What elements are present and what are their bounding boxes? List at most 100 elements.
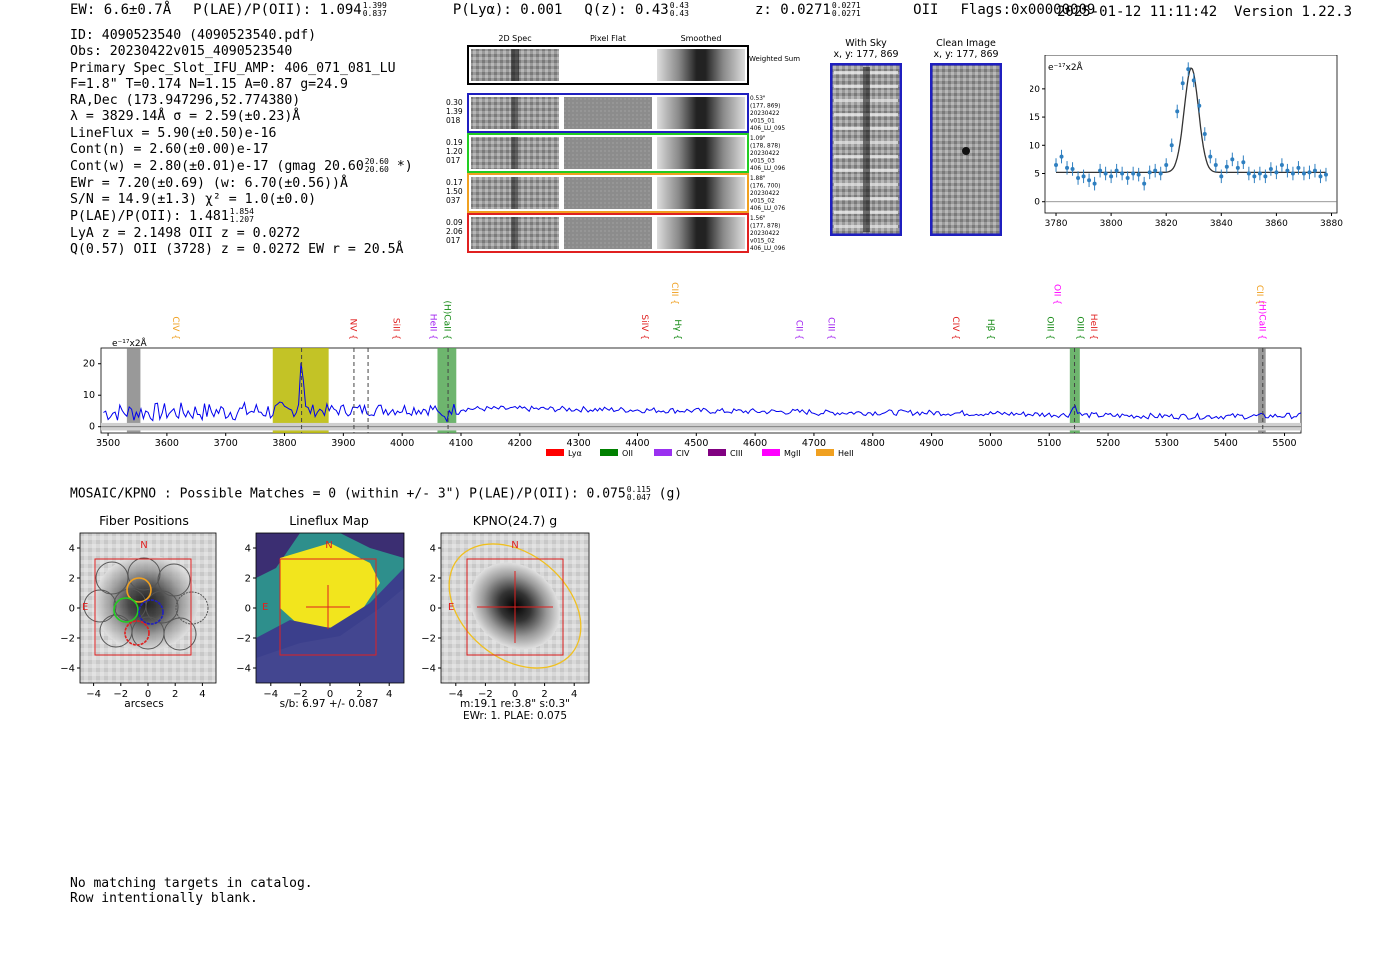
zoom-data-point [1147, 170, 1152, 175]
timestamp: 2025-01-12 11:11:42 [1057, 4, 1218, 20]
panel1-title: Fiber Positions [99, 513, 189, 528]
zoom-ytick-label: 20 [1030, 85, 1040, 95]
lineflux-map-panel: Lineflux Map N E −4 −4 −2 −2 0 0 2 2 4 4 s/b: 6.9… [236, 513, 405, 710]
weighted-smoothed [657, 49, 745, 81]
zoom-data-point [1202, 132, 1207, 136]
zoom-xtick-label: 3860 [1265, 219, 1288, 229]
info-obs: Obs: 20230422v015_4090523540 [70, 44, 293, 60]
zoom-data-point [1070, 166, 1075, 171]
legend-label: MgII [784, 449, 801, 458]
cutout-pixelflat [564, 97, 652, 129]
zoom-data-point [1098, 168, 1103, 173]
zoom-data-point [1301, 171, 1306, 176]
zoom-xtick-label: 3840 [1210, 219, 1233, 229]
zoom-xtick-label: 3800 [1100, 219, 1123, 229]
zoom-data-point [1290, 171, 1295, 176]
spectrum-band [1258, 348, 1266, 433]
spectrum-xtick-label: 3600 [155, 438, 179, 449]
panel1-xlabel: arcsecs [124, 698, 163, 710]
cutout-right-label: 406_LU_096 [750, 246, 785, 252]
legend-swatch [600, 449, 618, 456]
emission-line-label: CIII { [826, 317, 836, 340]
fiber-positions-panel: Fiber Positions N E −4 −4 −2 −2 0 0 2 2 4 4 arcse… [60, 513, 217, 710]
spectrum-ytick-label: 20 [83, 359, 95, 370]
cutout-2dspec-line [511, 177, 518, 209]
cutout-smoothed [657, 177, 745, 209]
spectrum-band [437, 348, 457, 433]
cutout-right-label: 20230422 [750, 151, 780, 157]
info-radec: RA,Dec (173.947296,52.774380) [70, 93, 301, 109]
spectrum-xtick-label: 4800 [861, 438, 885, 449]
panel-ytick-label: 2 [245, 574, 251, 585]
spectrum-ytick-label: 0 [89, 422, 95, 433]
detection-info: ID: 4090523540 (4090523540.pdf) Obs: 202… [70, 28, 413, 258]
spectrum-xtick-label: 3500 [96, 438, 120, 449]
zoom-data-point [1312, 168, 1317, 173]
panel-xtick-label: 4 [386, 689, 392, 700]
emission-line-label: Hβ { [985, 319, 995, 340]
zoom-data-point [1197, 103, 1202, 108]
spectrum-xtick-label: 3700 [214, 438, 238, 449]
cutout-panel: 2D Spec Pixel Flat Smoothed Weighted Sum… [446, 34, 800, 253]
zoom-data-point [1059, 154, 1064, 159]
cutout-smoothed [657, 97, 745, 129]
zoom-data-point [1076, 176, 1081, 181]
panel-xtick-label: 2 [541, 689, 547, 700]
header-ew: EW: 6.6±0.7Å [70, 2, 172, 18]
emission-line-label: CII { [1254, 285, 1264, 305]
zoom-data-point [1114, 168, 1119, 173]
zoom-data-point [1054, 163, 1059, 168]
legend-swatch [708, 449, 726, 456]
info-q: Q(0.57) OII (3728) z = 0.0272 EW r = 20.… [70, 241, 404, 257]
legend-label: CIV [676, 449, 690, 458]
cutout-left-label: 1.20 [446, 147, 463, 156]
zoom-data-point [1125, 176, 1130, 181]
panel3-east: E [448, 602, 454, 613]
weighted-sum-label: Weighted Sum [749, 55, 800, 63]
legend-swatch [816, 449, 834, 456]
panel-ytick-label: 0 [245, 604, 251, 615]
spectrum-xtick-label: 4100 [449, 438, 473, 449]
spectrum-xtick-label: 5500 [1272, 438, 1296, 449]
emission-line-label: (H)CaII { [1256, 301, 1266, 341]
zoom-data-point [1092, 181, 1097, 186]
zoom-data-point [1285, 168, 1290, 173]
cutout-right-label: 1.88" [750, 176, 766, 182]
zoom-data-point [1186, 67, 1191, 72]
zoom-data-point [1180, 81, 1185, 86]
zoom-data-point [1274, 170, 1279, 175]
cutout-right-label: 20230422 [750, 111, 780, 117]
emission-line-label: CIV { [170, 316, 180, 340]
zoom-data-point [1318, 174, 1323, 179]
imaging-panels: Fiber Positions N E −4 −4 −2 −2 0 0 2 2 4 4 arcse… [60, 513, 590, 722]
cutout-right-label: (177, 878) [750, 224, 780, 230]
cutout-pixelflat [564, 177, 652, 209]
info-lineflux: LineFlux = 5.90(±0.50)e-16 [70, 125, 277, 141]
spectrum-xtick-label: 5200 [1096, 438, 1120, 449]
info-id: ID: 4090523540 (4090523540.pdf) [70, 28, 317, 43]
zoom-data-point [1142, 181, 1147, 186]
cutout-right-label: 406_LU_096 [750, 166, 785, 172]
clean-image-title: Clean Image x, y: 177, 869 [933, 38, 999, 60]
emission-line-label: CIII { [669, 282, 679, 305]
cutout-left-label: 018 [446, 116, 461, 125]
zoom-data-point [1323, 172, 1328, 177]
cutout-right-label: 406_LU_076 [750, 206, 785, 212]
panel-xtick-label: −2 [478, 689, 493, 700]
cutout-right-label: v015_02 [750, 199, 775, 205]
zoom-axes [1044, 55, 1338, 214]
emission-line-label: OIII { [1075, 316, 1085, 340]
info-ewr: EWr = 7.20(±0.69) (w: 6.70(±0.56))Å [70, 175, 348, 191]
zoom-data-point [1235, 165, 1240, 170]
zoom-data-point [1081, 174, 1086, 179]
catalog-note: No matching targets in catalog. Row inte… [70, 876, 313, 906]
spectrum-xtick-label: 4200 [508, 438, 532, 449]
spectrum-xtick-label: 4400 [625, 438, 649, 449]
zoom-data-point [1208, 154, 1213, 159]
zoom-data-point [1213, 163, 1218, 168]
panel-ytick-label: 4 [245, 544, 251, 555]
spectrum-xtick-label: 3900 [331, 438, 355, 449]
zoom-data-point [1279, 163, 1284, 168]
panel-xtick-label: 4 [571, 689, 577, 700]
spectrum-band [126, 348, 141, 433]
